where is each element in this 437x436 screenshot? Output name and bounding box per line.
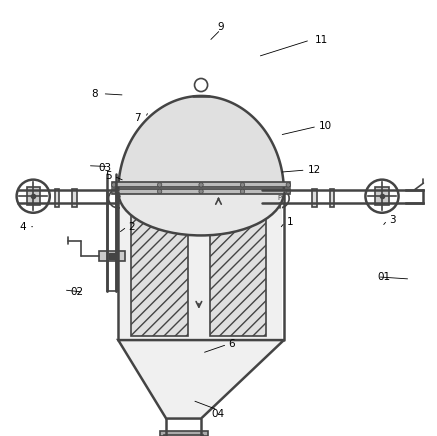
Circle shape <box>240 189 245 194</box>
Circle shape <box>199 183 203 187</box>
Circle shape <box>270 189 289 208</box>
Text: 5: 5 <box>105 171 112 181</box>
Circle shape <box>17 180 50 213</box>
Text: 03: 03 <box>99 163 112 173</box>
Bar <box>99 251 125 261</box>
Circle shape <box>194 78 208 92</box>
Circle shape <box>112 189 116 194</box>
Polygon shape <box>118 340 284 419</box>
Circle shape <box>109 189 128 208</box>
Circle shape <box>112 183 116 187</box>
Text: 8: 8 <box>91 89 97 99</box>
Text: 6: 6 <box>228 340 235 349</box>
Text: 3: 3 <box>390 215 396 225</box>
Text: 1: 1 <box>287 218 294 227</box>
Text: 9: 9 <box>217 22 224 32</box>
Bar <box>160 431 208 436</box>
Bar <box>55 189 59 207</box>
Bar <box>121 192 282 340</box>
Circle shape <box>157 183 162 187</box>
Bar <box>131 196 188 336</box>
Text: 11: 11 <box>314 35 328 45</box>
Text: P: P <box>116 195 120 201</box>
Bar <box>27 187 40 205</box>
Bar <box>73 189 77 207</box>
Polygon shape <box>118 96 284 192</box>
Text: 01: 01 <box>378 272 391 282</box>
Circle shape <box>157 189 162 194</box>
Bar <box>329 189 334 207</box>
Text: 10: 10 <box>319 122 332 131</box>
Text: P: P <box>277 195 281 201</box>
Circle shape <box>286 183 291 187</box>
Ellipse shape <box>118 148 284 235</box>
Text: 12: 12 <box>308 165 321 175</box>
Bar <box>164 435 203 436</box>
Bar <box>375 187 388 205</box>
Text: 4: 4 <box>19 222 26 232</box>
Text: 04: 04 <box>211 409 224 419</box>
Circle shape <box>365 180 399 213</box>
Circle shape <box>240 183 245 187</box>
Bar <box>112 189 291 194</box>
Text: 7: 7 <box>135 113 141 123</box>
Circle shape <box>286 189 291 194</box>
Bar <box>112 182 291 187</box>
Bar <box>210 196 267 336</box>
Circle shape <box>199 189 203 194</box>
Bar <box>312 189 316 207</box>
Text: 02: 02 <box>70 287 83 297</box>
Text: 2: 2 <box>128 222 135 232</box>
